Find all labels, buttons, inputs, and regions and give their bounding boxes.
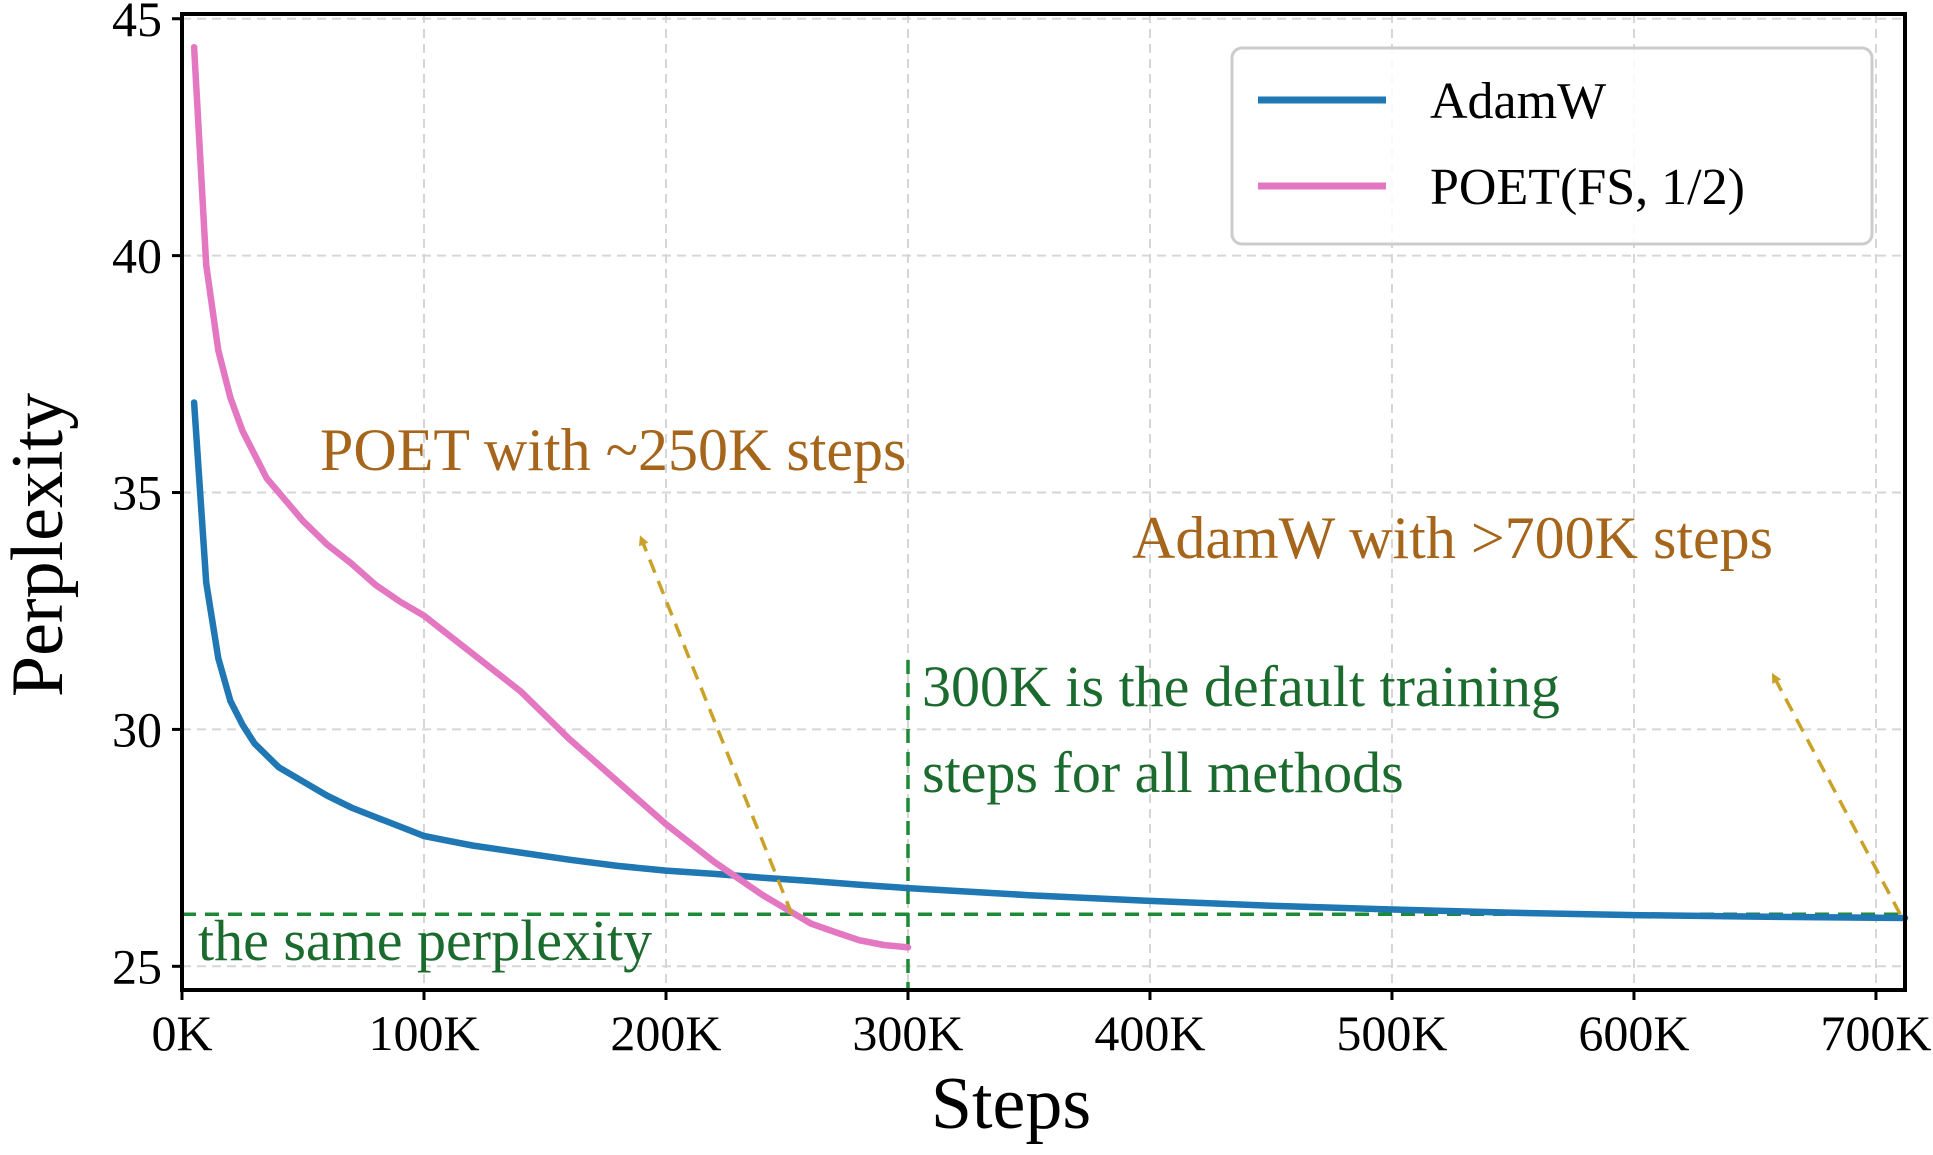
series-layer: [190, 43, 1909, 951]
x-tick-label: 100K: [368, 1005, 479, 1061]
legend-label-adamw: AdamW: [1430, 73, 1606, 130]
annotation-default-line1: 300K is the default training: [922, 654, 1560, 719]
y-axis-ticks: 25 30 35 40 45: [112, 0, 182, 994]
x-tick-label: 600K: [1578, 1005, 1689, 1061]
x-tick-label: 200K: [610, 1005, 721, 1061]
y-tick-label: 45: [112, 0, 162, 47]
legend-box: [1230, 46, 1874, 246]
x-tick-label: 400K: [1094, 1005, 1205, 1061]
x-tick-label: 700K: [1820, 1005, 1931, 1061]
x-tick-label: 0K: [151, 1005, 212, 1061]
annotation-poet-steps: POET with ~250K steps: [320, 417, 906, 483]
series-line-poet: [190, 43, 912, 951]
annotation-arrow-poet: [639, 535, 794, 915]
annotation-adamw-steps: AdamW with >700K steps: [1132, 505, 1773, 571]
annotation-arrow-adamw: [1771, 672, 1902, 916]
y-tick-label: 25: [112, 938, 162, 994]
annotation-arrows: [639, 535, 1902, 916]
annotations: POET with ~250K steps AdamW with >700K s…: [198, 417, 1773, 973]
x-axis-ticks: 0K 100K 200K 300K 400K 500K 600K 700K: [151, 990, 1932, 1061]
x-axis-title: Steps: [931, 1063, 1091, 1145]
y-tick-label: 35: [112, 465, 162, 521]
annotation-same-perplexity: the same perplexity: [198, 908, 652, 973]
legend: AdamW POET(FS, 1/2): [1230, 46, 1874, 246]
series-line-adamw: [190, 399, 1909, 922]
y-axis-title: Perplexity: [0, 393, 79, 697]
y-tick-label: 40: [112, 228, 162, 284]
legend-label-poet: POET(FS, 1/2): [1430, 159, 1745, 216]
plot-frame: [180, 12, 1907, 992]
annotation-default-line2: steps for all methods: [922, 740, 1404, 805]
x-tick-label: 500K: [1336, 1005, 1447, 1061]
x-tick-label: 300K: [852, 1005, 963, 1061]
y-tick-label: 30: [112, 701, 162, 757]
